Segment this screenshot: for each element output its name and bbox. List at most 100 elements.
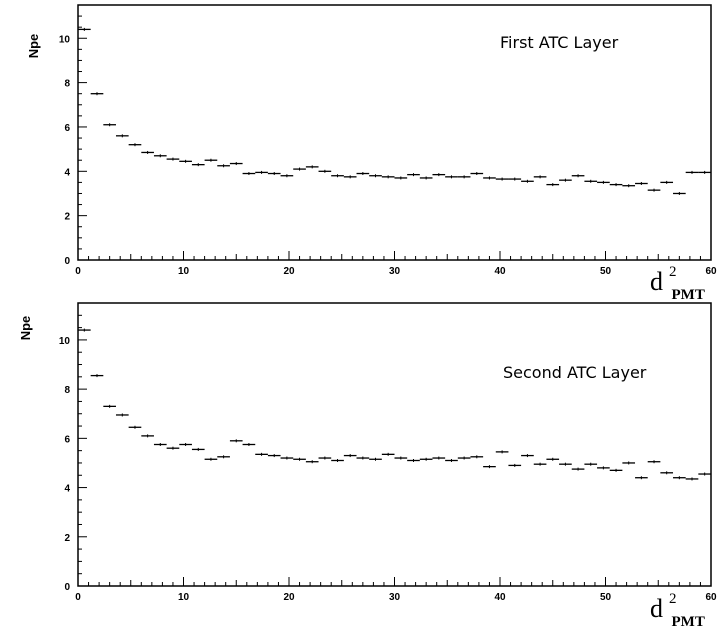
data-point <box>521 454 534 458</box>
data-point <box>369 174 382 178</box>
data-point <box>166 446 180 450</box>
data-point <box>242 172 256 176</box>
data-point <box>217 455 230 459</box>
data-point <box>635 182 648 185</box>
data-point <box>293 457 306 461</box>
data-point <box>571 174 585 178</box>
data-point <box>673 476 686 480</box>
data-point <box>394 456 408 460</box>
data-point <box>293 167 306 171</box>
x-axis-label-base: d <box>650 594 663 623</box>
data-point <box>508 177 522 181</box>
x-tick-label: 20 <box>283 592 295 603</box>
data-point <box>369 457 382 461</box>
data-point <box>305 165 319 169</box>
data-point <box>128 425 142 429</box>
y-ticks: 0 2 4 6 8 10 <box>59 4 87 267</box>
data-point <box>217 164 230 168</box>
data-point <box>457 175 471 179</box>
data-point <box>609 183 623 187</box>
x-tick-label: 40 <box>494 266 506 277</box>
x-tick-label: 0 <box>75 266 81 277</box>
y-tick-label: 2 <box>64 212 70 223</box>
data-point <box>571 467 585 471</box>
data-point <box>128 143 142 147</box>
panel-second-atc-layer: Npe Second ATC Layer 0 10 20 30 40 50 60 0 2 4 6 8… <box>18 302 717 630</box>
data-point <box>267 454 281 458</box>
data-point <box>635 476 648 480</box>
data-point <box>318 456 332 460</box>
x-axis-label-subscript: PMT <box>672 287 705 303</box>
data-point <box>445 458 458 462</box>
y-tick-label: 6 <box>64 123 70 134</box>
data-point <box>647 460 661 464</box>
y-tick-label: 4 <box>64 167 70 178</box>
data-point <box>660 471 674 475</box>
data-point <box>305 460 319 464</box>
data-point <box>584 179 598 183</box>
data-point <box>179 443 192 446</box>
y-axis-label: Npe <box>26 34 41 59</box>
chart-title: Second ATC Layer <box>503 363 647 382</box>
x-axis-label: d 2 PMT <box>650 590 705 630</box>
y-tick-label: 0 <box>64 256 70 267</box>
y-tick-label: 2 <box>64 533 70 544</box>
data-point <box>356 456 370 460</box>
data-point <box>698 170 711 174</box>
data-point <box>407 458 420 462</box>
data-point <box>280 456 294 460</box>
data-point <box>115 413 129 417</box>
y-tick-label: 4 <box>64 484 70 495</box>
x-axis-label-superscript: 2 <box>669 591 677 607</box>
y-ticks: 0 2 4 6 8 10 <box>59 302 87 593</box>
data-point <box>394 176 408 180</box>
data-point <box>141 434 154 438</box>
x-tick-label: 60 <box>705 266 717 277</box>
data-point <box>191 163 205 167</box>
y-tick-label: 0 <box>64 582 70 593</box>
data-point <box>419 176 433 180</box>
panel-first-atc-layer: Npe First ATC Layer 0 10 20 30 40 50 60 0 2 4 6 8 1… <box>26 4 717 303</box>
data-point <box>103 404 116 408</box>
data-point <box>166 157 180 161</box>
data-point <box>331 458 344 462</box>
data-point <box>356 172 370 176</box>
data-point <box>153 154 167 158</box>
data-point <box>495 177 509 181</box>
x-axis-label: d 2 PMT <box>650 263 705 303</box>
x-tick-label: 30 <box>389 592 401 603</box>
x-ticks: 0 10 20 30 40 50 60 <box>75 251 717 277</box>
data-point <box>457 456 471 460</box>
x-axis-label-base: d <box>650 267 663 296</box>
y-tick-label: 8 <box>64 385 70 396</box>
x-axis-label-subscript: PMT <box>672 614 705 630</box>
x-tick-label: 20 <box>283 266 295 277</box>
data-point <box>470 455 484 459</box>
data-point <box>381 452 395 456</box>
data-point <box>255 452 268 456</box>
y-tick-label: 10 <box>59 336 71 347</box>
data-point <box>229 439 243 443</box>
x-tick-label: 40 <box>494 592 506 603</box>
x-tick-label: 30 <box>389 266 401 277</box>
x-axis-label-superscript: 2 <box>669 264 677 280</box>
data-point <box>597 466 610 470</box>
y-tick-label: 8 <box>64 79 70 90</box>
data-point <box>445 175 458 179</box>
x-tick-label: 0 <box>75 592 81 603</box>
data-point <box>153 443 167 446</box>
data-point <box>419 457 433 461</box>
data-point <box>609 468 623 472</box>
x-ticks: 0 10 20 30 40 50 60 <box>75 577 717 603</box>
data-point <box>647 188 661 192</box>
data-point <box>521 179 534 183</box>
data-point <box>115 134 129 138</box>
data-point <box>660 180 674 184</box>
data-points <box>78 27 711 195</box>
data-point <box>141 150 154 154</box>
x-tick-label: 50 <box>600 266 612 277</box>
data-point <box>90 92 104 96</box>
data-point <box>622 184 636 188</box>
data-point <box>559 462 572 466</box>
data-point <box>698 472 711 476</box>
